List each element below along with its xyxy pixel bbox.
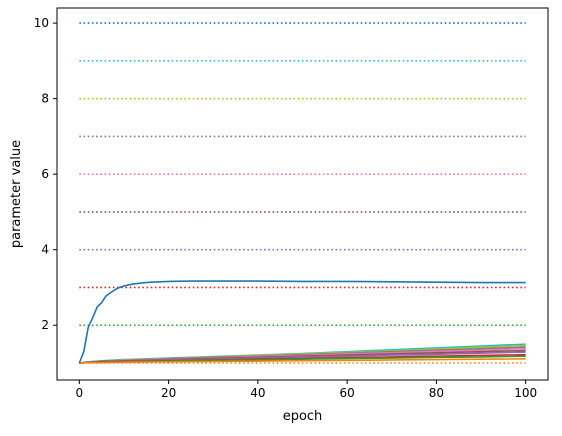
series-line-1: [78, 280, 526, 364]
y-tick-label: 8: [41, 92, 49, 106]
x-tick-label: 100: [514, 386, 537, 400]
x-tick-label: 20: [161, 386, 176, 400]
x-axis-ticks: 0 20 40 60 80 100: [75, 380, 537, 400]
y-tick-label: 10: [34, 16, 49, 30]
x-tick-label: 0: [75, 386, 83, 400]
series-line-10: [79, 358, 526, 364]
data-series: [78, 280, 526, 364]
x-tick-label: 40: [250, 386, 265, 400]
reference-lines: [79, 22, 526, 364]
x-tick-label: 60: [339, 386, 354, 400]
axes-frame: [56, 7, 549, 381]
y-tick-label: 2: [41, 318, 49, 332]
x-axis-label: epoch: [283, 409, 323, 424]
y-axis-label: parameter value: [9, 140, 24, 248]
y-tick-label: 6: [41, 167, 49, 181]
y-axis-ticks: 2 4 6 8 10: [34, 16, 57, 332]
y-tick-label: 4: [41, 243, 49, 257]
x-tick-label: 80: [429, 386, 444, 400]
